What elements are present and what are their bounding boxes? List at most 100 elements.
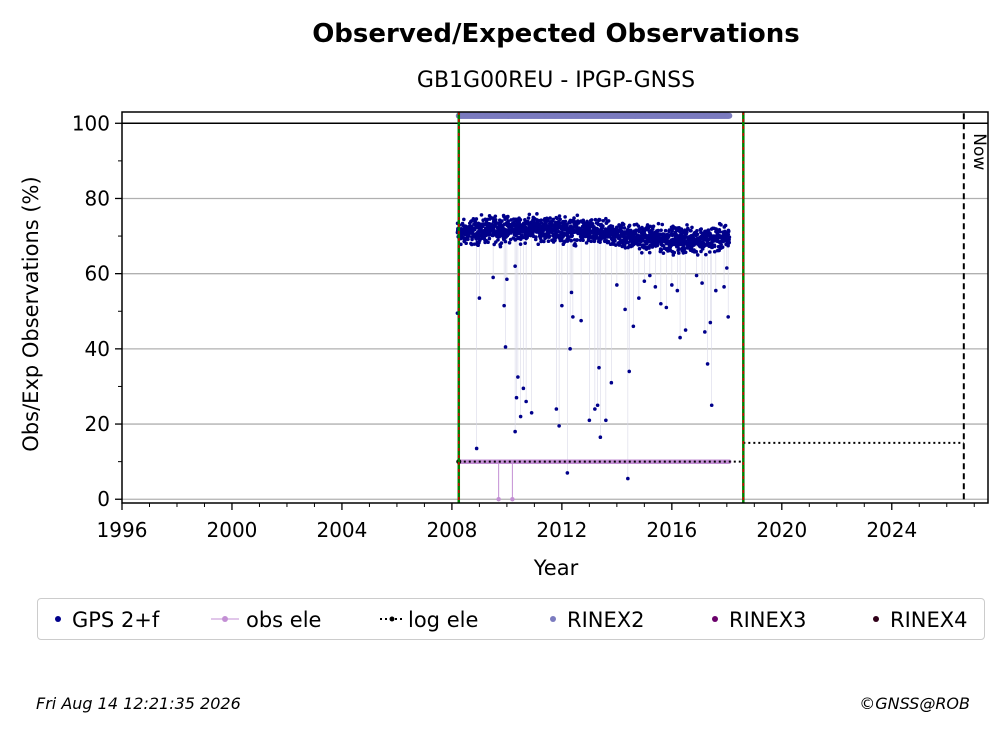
gps-point [640, 250, 644, 255]
gps-point [660, 222, 665, 227]
y-axis: 0 20 40 60 80 100 [72, 111, 122, 511]
gps-point [518, 242, 523, 246]
gps-point [682, 243, 686, 248]
gps-outlier [714, 288, 718, 293]
obs-ele-point [510, 497, 515, 502]
gps-point [593, 217, 598, 222]
gps-point [575, 238, 579, 242]
rinex2-point [726, 112, 733, 119]
gps-point [650, 227, 655, 231]
gps-point [690, 225, 694, 230]
gps-point [508, 237, 513, 242]
gps-point [719, 223, 723, 227]
gps-point [469, 242, 474, 247]
gps-outlier [557, 424, 561, 428]
gps-point [474, 217, 479, 221]
gps-outlier [623, 307, 627, 312]
gps-outlier [700, 281, 704, 285]
now-label: Now [969, 133, 989, 170]
gps-point [462, 217, 466, 222]
gps-point [551, 217, 556, 222]
gps-point [542, 239, 546, 244]
gps-point [718, 230, 722, 234]
y-tick-label: 20 [85, 412, 110, 436]
legend [37, 598, 985, 640]
gps-outlier [609, 380, 614, 385]
gps-point [663, 228, 668, 233]
gps-point [502, 214, 506, 219]
gps-outlier [516, 375, 520, 379]
gps-point [473, 220, 478, 224]
gps-outlier [726, 315, 730, 319]
gps-point [627, 223, 632, 228]
gps-point [727, 235, 732, 239]
gps-outlier [683, 328, 688, 332]
gps-point [479, 213, 484, 217]
gps-point [506, 214, 510, 219]
gps-point [581, 238, 585, 243]
obs-ele-points [456, 459, 732, 502]
chart-title: Observed/Expected Observations [312, 19, 800, 49]
gps-outlier [648, 273, 652, 278]
gps-point [689, 228, 693, 233]
y-axis-label: Obs/Exp Observations (%) [19, 176, 43, 451]
gps-outlier [627, 369, 632, 374]
gps-point [546, 239, 551, 244]
gps-point [726, 232, 731, 237]
gps-outlier [587, 418, 592, 423]
gps-point [572, 216, 576, 220]
gps-point [499, 241, 504, 245]
gps-point [649, 230, 654, 234]
gps-point [606, 239, 611, 244]
gps-point [727, 240, 732, 245]
gps-point [539, 218, 543, 222]
gps-outlier [513, 264, 517, 268]
gps-outlier [502, 303, 506, 308]
gps-outlier [505, 277, 509, 282]
x-tick-label: 2000 [207, 518, 258, 542]
gps-point [683, 250, 688, 255]
gps-point [538, 236, 543, 240]
gps-point [695, 232, 700, 237]
y-tick-label: 0 [97, 487, 110, 511]
gps-point [638, 242, 642, 247]
gps-point [712, 244, 717, 249]
gps-point [701, 240, 706, 245]
gps-outlier [642, 279, 647, 283]
gps-point [656, 228, 660, 233]
gps-outlier [709, 403, 714, 408]
x-tick-label: 1996 [97, 518, 148, 542]
obs-ele-point [496, 497, 501, 502]
gps-point [555, 216, 559, 221]
gps-point [628, 228, 633, 233]
gps-point [694, 249, 699, 254]
gps-outlier [722, 285, 726, 289]
gps-point [500, 219, 504, 223]
gps-outlier [521, 386, 526, 391]
gps-outlier [631, 324, 636, 329]
gps-point [695, 228, 699, 233]
gps-point [563, 215, 567, 219]
gps-outlier [626, 476, 630, 481]
x-tick-label: 2008 [426, 518, 477, 542]
gps-outlier [579, 318, 583, 323]
gps-point [527, 212, 532, 217]
gps-outlier [565, 471, 570, 475]
gps-point [619, 225, 624, 230]
gps-outlier [615, 283, 619, 287]
gps-outlier [477, 296, 482, 300]
gps-point [494, 240, 498, 244]
y-tick-label: 40 [85, 337, 110, 361]
gps-point [496, 238, 500, 242]
plot-frame [121, 111, 989, 504]
x-tick-label: 2012 [536, 518, 587, 542]
gps-point [597, 218, 602, 222]
gps-point [535, 212, 539, 216]
gps-point [699, 227, 704, 231]
x-tick-label: 2016 [646, 518, 697, 542]
gps-point [526, 216, 531, 220]
gps-point [498, 244, 503, 249]
footer-timestamp: Fri Aug 14 12:21:35 2026 [36, 694, 241, 713]
plot-marks [455, 112, 964, 502]
gps-point [610, 224, 615, 229]
